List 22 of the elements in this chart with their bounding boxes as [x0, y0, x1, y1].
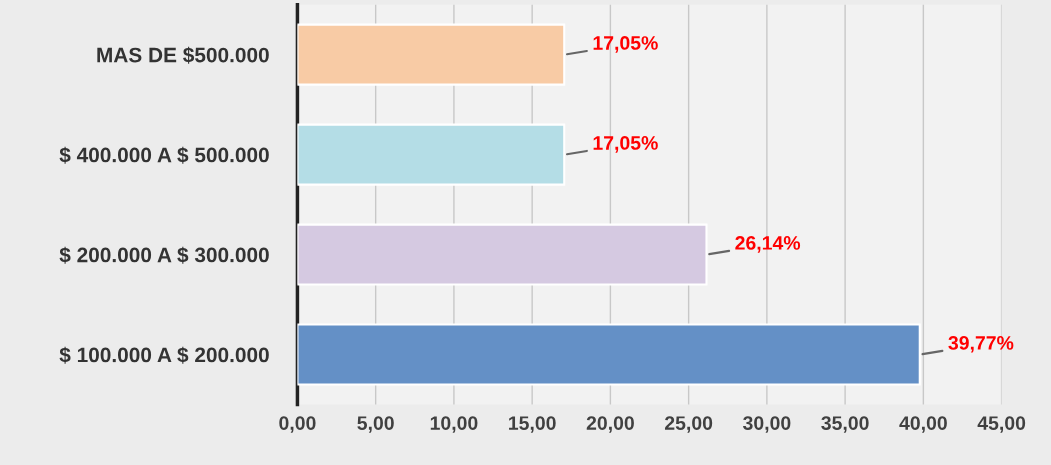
data-label: 17,05% — [593, 136, 658, 153]
data-label: 17,05% — [593, 36, 658, 53]
x-tick-label: 0,00 — [279, 416, 316, 433]
x-tick-label: 40,00 — [899, 416, 947, 433]
y-tick-label: MAS DE $500.000 — [97, 46, 269, 64]
y-tick-label: $ 400.000 A $ 500.000 — [59, 146, 269, 164]
data-label: 39,77% — [948, 336, 1014, 353]
bar — [297, 23, 566, 86]
x-tick-label: 15,00 — [509, 416, 556, 433]
y-tick-label: $ 200.000 A $ 300.000 — [59, 246, 269, 264]
data-label: 26,14% — [735, 236, 801, 253]
y-tick-label: $ 100.000 A $ 200.000 — [59, 346, 269, 364]
x-tick-label: 5,00 — [357, 416, 394, 433]
x-tick-label: 35,00 — [821, 416, 869, 433]
x-tick-label: 30,00 — [743, 416, 791, 433]
x-tick-label: 20,00 — [586, 416, 634, 433]
x-tick-label: 45,00 — [977, 416, 1026, 433]
bar — [297, 123, 566, 186]
x-tick-label: 10,00 — [430, 416, 478, 433]
x-tick-label: 25,00 — [664, 416, 713, 433]
bar — [297, 323, 921, 386]
bar — [297, 223, 708, 286]
